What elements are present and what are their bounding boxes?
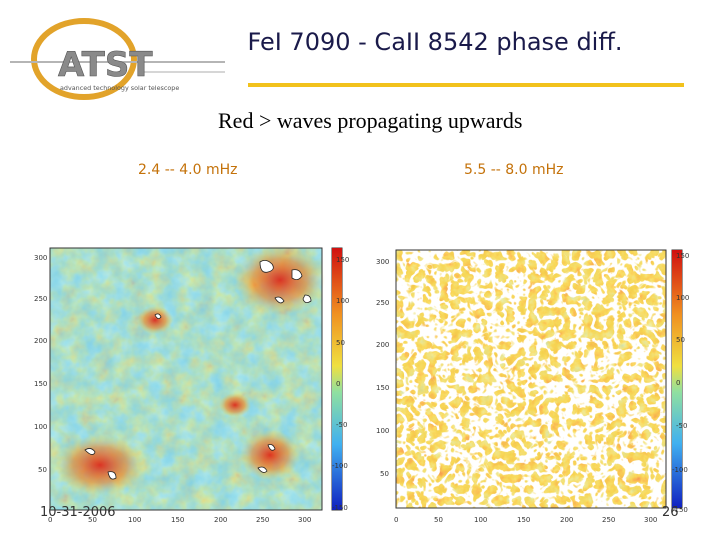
x-tick: 0 — [394, 516, 398, 524]
x-tick: 50 — [88, 516, 97, 524]
colorbar-tick: -50 — [336, 421, 347, 429]
panel-label-left: 2.4 -- 4.0 mHz — [138, 162, 238, 178]
y-tick: 150 — [376, 384, 389, 392]
colorbar-ticks-right: 150 100 50 0 -50 -100 -150 — [672, 252, 689, 514]
subtitle: Red > waves propagating upwards — [218, 108, 523, 133]
x-tick: 150 — [171, 516, 184, 524]
colorbar-tick: -50 — [676, 422, 687, 430]
x-tick: 300 — [298, 516, 311, 524]
y-tick: 300 — [34, 254, 47, 262]
page-title: FeI 7090 - CaII 8542 phase diff. — [247, 28, 623, 56]
x-tick: 150 — [517, 516, 530, 524]
footer-date: 10-31-2006 — [40, 505, 116, 520]
x-tick: 100 — [474, 516, 487, 524]
colorbar-tick: 150 — [336, 256, 349, 264]
phase-map-left: 300 250 200 150 100 50 0 50 100 150 200 … — [34, 245, 349, 524]
y-tick: 100 — [376, 427, 389, 435]
logo-text: ATST — [58, 45, 153, 85]
x-ticks-left: 0 50 100 150 200 250 300 — [48, 516, 311, 524]
colorbar-tick: -150 — [672, 506, 688, 514]
y-tick: 300 — [376, 258, 389, 266]
y-tick: 100 — [34, 423, 47, 431]
x-tick: 0 — [48, 516, 52, 524]
phase-map-right: 300 250 200 150 100 50 0 50 100 150 200 … — [376, 249, 689, 524]
colorbar-tick: -150 — [332, 504, 348, 512]
x-tick: 200 — [214, 516, 227, 524]
y-ticks-left: 300 250 200 150 100 50 — [34, 254, 47, 474]
y-tick: 50 — [380, 470, 389, 478]
y-tick: 200 — [376, 341, 389, 349]
y-tick: 250 — [376, 299, 389, 307]
y-tick: 150 — [34, 380, 47, 388]
colorbar-tick: 150 — [676, 252, 689, 260]
colorbar-tick: 100 — [336, 297, 349, 305]
x-tick: 250 — [602, 516, 615, 524]
x-ticks-right: 0 50 100 150 200 250 300 — [394, 516, 657, 524]
page-number: 26 — [662, 505, 679, 520]
x-tick: 200 — [560, 516, 573, 524]
x-tick: 100 — [128, 516, 141, 524]
title-underline — [248, 83, 684, 87]
colorbar-tick: 0 — [676, 379, 680, 387]
atst-logo: ATST advanced technology solar telescope — [10, 18, 225, 100]
colorbar-tick: 50 — [676, 336, 685, 344]
y-tick: 250 — [34, 295, 47, 303]
colorbar-ticks-left: 150 100 50 0 -50 -100 -150 — [332, 256, 349, 512]
x-tick: 50 — [434, 516, 443, 524]
colorbar-tick: -100 — [672, 466, 688, 474]
y-tick: 200 — [34, 337, 47, 345]
y-ticks-right: 300 250 200 150 100 50 — [376, 258, 389, 478]
y-tick: 50 — [38, 466, 47, 474]
colorbar-tick: 0 — [336, 380, 340, 388]
colorbar-tick: -100 — [332, 462, 348, 470]
x-tick: 250 — [256, 516, 269, 524]
logo-tagline: advanced technology solar telescope — [60, 84, 179, 92]
colorbar-tick: 100 — [676, 294, 689, 302]
colorbar-tick: 50 — [336, 339, 345, 347]
x-tick: 300 — [644, 516, 657, 524]
panel-label-right: 5.5 -- 8.0 mHz — [464, 162, 564, 178]
